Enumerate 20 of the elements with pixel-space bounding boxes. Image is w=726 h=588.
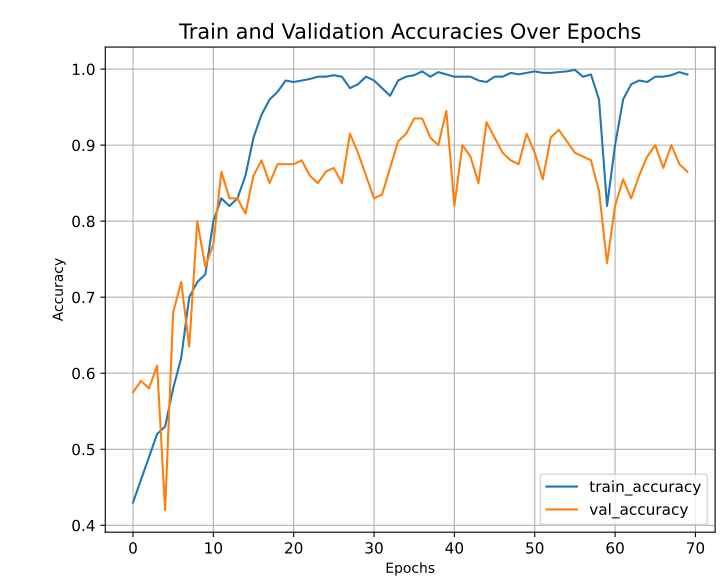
- legend-label: val_accuracy: [590, 503, 688, 518]
- y-tick-label: 0.9: [72, 140, 94, 152]
- y-tick-label: 0.5: [72, 444, 94, 456]
- x-tick-label: 10: [205, 542, 222, 554]
- y-tick-label: 1.0: [72, 64, 95, 76]
- x-tick-label: 40: [445, 542, 464, 554]
- x-tick-label: 20: [285, 542, 302, 554]
- y-axis-title: Accuracy: [52, 258, 66, 322]
- x-tick-label: 0: [129, 542, 137, 554]
- x-tick-label: 30: [365, 542, 383, 554]
- y-tick-label: 0.7: [72, 292, 94, 304]
- y-tick-label: 0.4: [72, 520, 95, 532]
- x-axis-title: Epochs: [386, 562, 434, 576]
- y-tick-label: 0.8: [72, 216, 95, 228]
- x-tick-label: 50: [526, 542, 544, 554]
- x-tick-label: 60: [606, 542, 624, 554]
- legend-label: train_accuracy: [590, 480, 701, 496]
- chart-title: Train and Validation Accuracies Over Epochs: [179, 22, 640, 44]
- x-tick-label: 70: [686, 542, 704, 554]
- y-tick-label: 0.6: [72, 368, 95, 380]
